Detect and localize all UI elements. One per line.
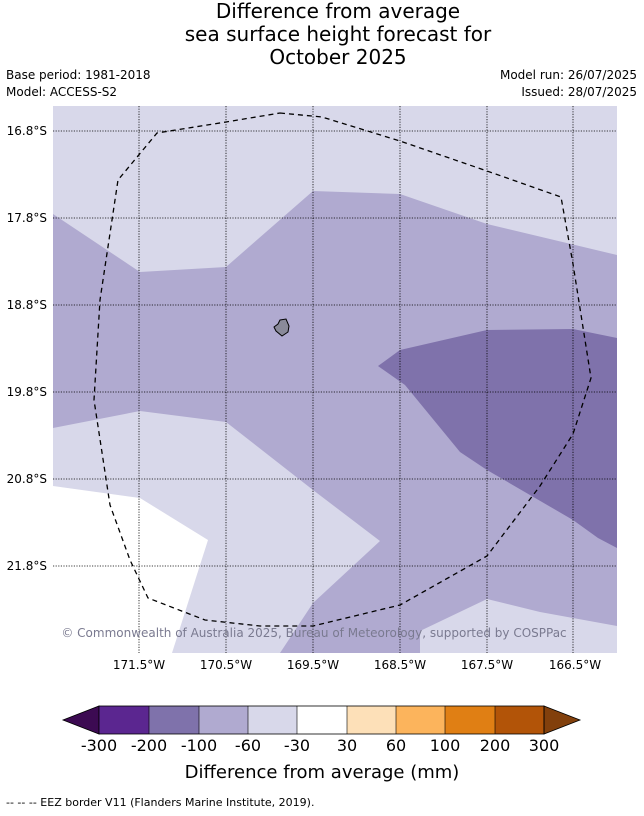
graticule [53, 106, 617, 653]
model-name: Model: ACCESS-S2 [6, 85, 118, 99]
colorbar-tick-label: -60 [235, 736, 261, 755]
base-period: Base period: 1981-2018 [6, 68, 151, 82]
colorbar-tick-label: -30 [284, 736, 310, 755]
island [273, 318, 290, 337]
map-title: Difference from average sea surface heig… [0, 0, 644, 69]
colorbar-tick-label: 300 [529, 736, 560, 755]
colorbar-arrow-low [61, 705, 100, 735]
colorbar-segment [149, 706, 199, 734]
lat-label: 20.8°S [7, 472, 47, 486]
latitude-labels: 16.8°S 17.8°S 18.8°S 19.8°S 20.8°S 21.8°… [7, 124, 47, 573]
colorbar-tick-label: 30 [337, 736, 357, 755]
title-line-2: sea surface height forecast for [184, 22, 492, 46]
eez-legend: -- -- -- EEZ border V11 (Flanders Marine… [6, 796, 315, 809]
colorbar-tick-label: -100 [181, 736, 217, 755]
lon-label: 171.5°W [113, 658, 165, 672]
colorbar-frame [98, 705, 545, 735]
model-run: Model run: 26/07/2025 [499, 68, 637, 82]
colorbar-title: Difference from average (mm) [185, 762, 460, 783]
contour-dark [378, 329, 617, 548]
colorbar-arrow-high [543, 705, 582, 735]
colorbar-tick-label: 200 [480, 736, 511, 755]
contour-neutral [53, 486, 208, 653]
colorbar-segment [199, 706, 248, 734]
issued-date: Issued: 28/07/2025 [521, 85, 637, 99]
lat-label: 18.8°S [7, 298, 47, 312]
contour-medium [53, 191, 617, 653]
lat-label: 16.8°S [7, 124, 47, 138]
info-right: Model run: 26/07/2025 Issued: 28/07/2025 [500, 67, 637, 101]
colorbar-segment [248, 706, 297, 734]
lon-label: 167.5°W [461, 658, 513, 672]
colorbar-tick-label: 100 [430, 736, 461, 755]
map-area: © Commonwealth of Australia 2025, Bureau… [53, 106, 617, 653]
colorbar-tick-label: 60 [386, 736, 406, 755]
lat-label: 21.8°S [7, 559, 47, 573]
lon-label: 169.5°W [287, 658, 339, 672]
eez-border [93, 112, 592, 627]
lon-label: 170.5°W [200, 658, 252, 672]
colorbar: -300 -200 -100 -60 -30 30 60 100 200 300… [61, 705, 582, 783]
lon-label: 168.5°W [374, 658, 426, 672]
title-line-1: Difference from average [215, 0, 461, 23]
copyright-text: © Commonwealth of Australia 2025, Bureau… [61, 626, 566, 640]
colorbar-segment [297, 706, 347, 734]
info-left: Base period: 1981-2018 Model: ACCESS-S2 [6, 67, 151, 101]
lat-label: 19.8°S [7, 385, 47, 399]
colorbar-segment [445, 706, 495, 734]
colorbar-segment [99, 706, 149, 734]
colorbar-segment [347, 706, 396, 734]
colorbar-tick-label: -200 [131, 736, 167, 755]
colorbar-tick-label: -300 [81, 736, 117, 755]
colorbar-dividers [148, 706, 496, 734]
lon-label: 166.5°W [549, 658, 601, 672]
longitude-labels: 171.5°W 170.5°W 169.5°W 168.5°W 167.5°W … [113, 658, 601, 672]
colorbar-segment [495, 706, 544, 734]
colorbar-segment [396, 706, 445, 734]
title-line-3: October 2025 [269, 45, 407, 69]
lat-label: 17.8°S [7, 211, 47, 225]
